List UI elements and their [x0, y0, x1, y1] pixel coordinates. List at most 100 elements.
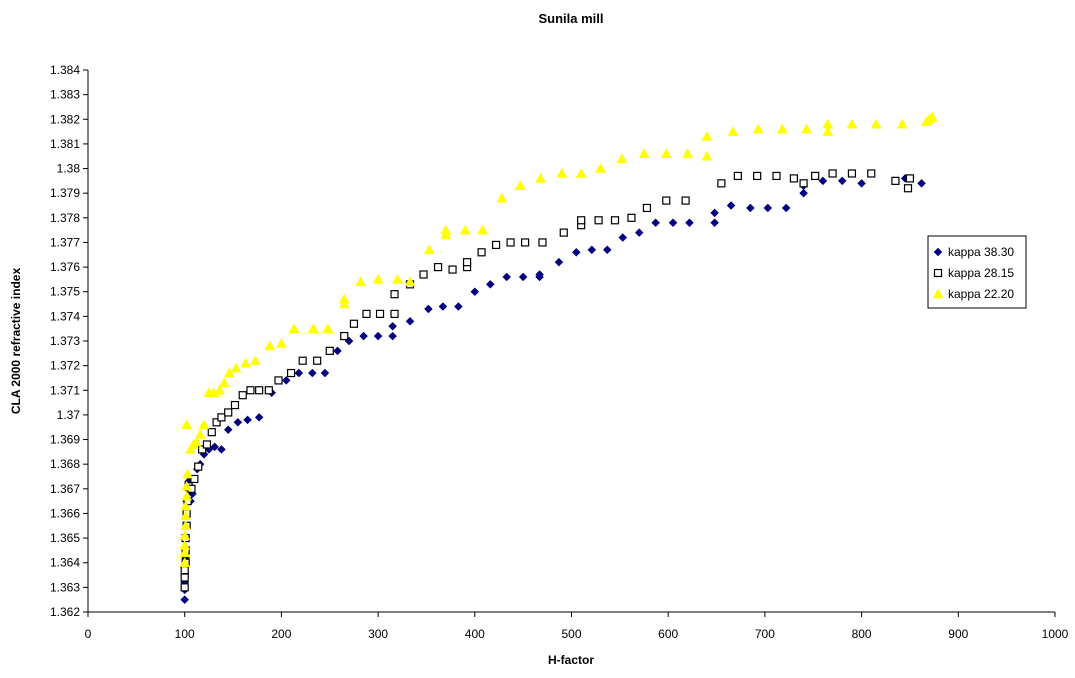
- data-point: [194, 429, 206, 439]
- x-tick-label: 700: [755, 627, 775, 641]
- y-tick-label: 1.381: [50, 137, 80, 151]
- data-point: [799, 179, 808, 188]
- y-tick-label: 1.373: [50, 334, 80, 348]
- data-point: [559, 228, 568, 237]
- data-point: [518, 272, 528, 282]
- data-point: [538, 238, 547, 247]
- data-point: [298, 356, 307, 365]
- y-tick-label: 1.371: [50, 383, 80, 397]
- data-point: [905, 174, 915, 183]
- data-point: [392, 273, 403, 284]
- data-point: [470, 287, 480, 297]
- data-point: [587, 245, 597, 255]
- data-point: [776, 123, 788, 134]
- data-point: [218, 377, 230, 388]
- x-tick-label: 600: [658, 627, 678, 641]
- data-point: [246, 386, 255, 395]
- data-point: [286, 368, 296, 378]
- data-point: [594, 216, 603, 225]
- data-point: [320, 368, 330, 378]
- data-point: [668, 218, 678, 228]
- data-point: [710, 218, 719, 228]
- data-point: [746, 203, 755, 213]
- x-tick-label: 500: [561, 627, 581, 641]
- data-point: [180, 566, 189, 575]
- data-point: [828, 169, 837, 178]
- data-point: [224, 408, 233, 417]
- data-point: [338, 293, 350, 304]
- x-tick-label: 400: [465, 627, 485, 641]
- data-point: [753, 171, 762, 181]
- data-point: [837, 176, 847, 186]
- data-point: [438, 302, 448, 311]
- data-point: [313, 356, 322, 365]
- data-point: [701, 131, 713, 141]
- data-point: [642, 203, 652, 213]
- data-point: [535, 270, 544, 279]
- data-point: [294, 368, 304, 378]
- data-point: [727, 126, 739, 136]
- y-tick-label: 1.365: [50, 531, 80, 545]
- data-point: [198, 445, 207, 454]
- data-point: [556, 167, 568, 178]
- data-point: [651, 218, 660, 228]
- data-point: [917, 178, 926, 188]
- data-point: [772, 171, 781, 181]
- data-point: [288, 323, 300, 333]
- data-point: [307, 323, 319, 333]
- data-point: [763, 203, 773, 213]
- data-point: [249, 355, 261, 365]
- data-point: [610, 216, 620, 225]
- data-point: [223, 367, 235, 378]
- data-point: [462, 258, 472, 267]
- x-tick-label: 300: [368, 627, 388, 641]
- data-point: [202, 440, 212, 449]
- data-point: [373, 331, 383, 341]
- data-point: [638, 148, 650, 159]
- data-point: [307, 368, 317, 378]
- data-point: [355, 276, 367, 287]
- data-point: [459, 224, 471, 235]
- x-tick-label: 200: [271, 627, 291, 641]
- data-point: [896, 118, 908, 129]
- data-point: [181, 490, 193, 501]
- y-tick-label: 1.368: [50, 457, 80, 471]
- data-point: [217, 445, 226, 454]
- data-point: [333, 346, 342, 356]
- data-point: [857, 178, 866, 188]
- data-point: [502, 272, 512, 282]
- y-tick-label: 1.37: [57, 408, 81, 422]
- data-point: [210, 442, 220, 452]
- y-tick-label: 1.375: [50, 285, 80, 299]
- data-point: [264, 386, 273, 395]
- legend-label: kappa 22.20: [948, 287, 1014, 301]
- x-tick-label: 1000: [1042, 627, 1069, 641]
- data-point: [818, 176, 828, 186]
- data-point: [847, 169, 857, 178]
- data-point: [926, 111, 938, 122]
- data-point: [182, 468, 194, 479]
- data-point: [230, 362, 242, 373]
- x-tick-label: 900: [948, 627, 968, 641]
- data-point: [726, 201, 736, 210]
- data-point: [338, 298, 350, 309]
- data-point: [627, 213, 636, 222]
- legend-marker: [933, 247, 943, 257]
- data-point: [595, 163, 606, 173]
- data-point: [682, 148, 693, 159]
- series-2: [180, 169, 915, 592]
- data-point: [514, 180, 526, 191]
- data-point: [485, 279, 495, 289]
- data-point: [781, 203, 791, 213]
- data-point: [223, 425, 233, 435]
- data-point: [448, 265, 457, 274]
- data-point: [181, 419, 193, 430]
- data-point: [571, 247, 581, 257]
- legend: kappa 38.30 kappa 28.15 kappa 22.20: [927, 235, 1027, 309]
- data-point: [717, 179, 726, 188]
- data-point: [799, 188, 808, 198]
- data-point: [243, 415, 252, 425]
- data-point: [190, 436, 202, 447]
- data-point: [194, 462, 203, 471]
- legend-marker: [932, 288, 944, 299]
